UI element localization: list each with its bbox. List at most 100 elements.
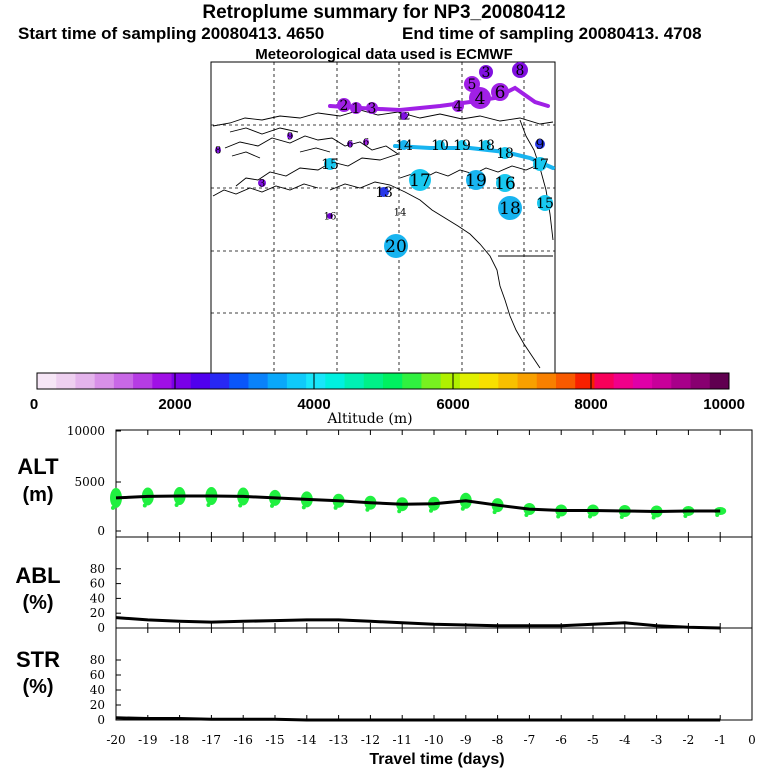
panel-label: ALT xyxy=(17,454,59,479)
colorbar-cell xyxy=(440,373,461,389)
colorbar-cell xyxy=(286,373,307,389)
x-tick-label: -4 xyxy=(619,733,631,747)
panel-frame xyxy=(115,536,753,629)
y-tick-label: 0 xyxy=(97,621,105,635)
plume-circle xyxy=(469,87,491,109)
panel-frame xyxy=(115,429,753,538)
x-tick-label: -7 xyxy=(524,733,536,747)
plume-label: 16 xyxy=(324,212,337,223)
colorbar-cell xyxy=(479,373,499,389)
colorbar-cell xyxy=(671,373,692,389)
plume-label: 10 xyxy=(431,138,449,154)
coastline-alaska xyxy=(224,135,400,187)
alt-spread-dot xyxy=(206,502,211,507)
colorbar-cell xyxy=(171,373,192,389)
x-axis-label: Travel time (days) xyxy=(369,751,504,768)
alt-spread-dot xyxy=(301,505,306,510)
y-tick-label: 40 xyxy=(90,683,105,697)
colorbar-cell xyxy=(94,373,115,389)
colorbar-cell xyxy=(421,373,442,389)
plume-circle xyxy=(384,234,408,258)
alt-spread-dot xyxy=(270,503,274,508)
x-tick-label: -2 xyxy=(683,733,695,747)
panel-frame xyxy=(115,627,753,721)
plume-label: 1 xyxy=(352,101,361,117)
plume-circle xyxy=(337,98,351,112)
colorbar-cell xyxy=(632,373,653,389)
x-tick-label: -10 xyxy=(424,733,443,747)
x-tick-label: -6 xyxy=(555,733,567,747)
colorbar-tick-label: 10000 xyxy=(703,396,745,413)
plume-label: 9 xyxy=(287,132,293,143)
alt-spread-dot xyxy=(588,514,592,519)
plume-label: 18 xyxy=(496,146,514,162)
colorbar-cell xyxy=(190,373,211,389)
colorbar-cell xyxy=(248,373,269,389)
plume-circle xyxy=(533,157,547,171)
x-tick-label: -13 xyxy=(329,733,348,747)
colorbar-ticks: 0 2000 4000 6000 8000 10000 xyxy=(30,396,745,413)
plume-label: 19 xyxy=(453,138,471,154)
colorbar-cell xyxy=(210,373,230,389)
plume-circles xyxy=(215,62,553,258)
plume-label: 3 xyxy=(368,101,377,117)
x-tick-label: -8 xyxy=(492,733,504,747)
x-tick-label: -16 xyxy=(234,733,253,747)
met-data-label: Meteorological data used is ECMWF xyxy=(255,46,513,63)
colorbar-frame xyxy=(36,372,730,390)
colorbar-cell xyxy=(229,373,249,389)
plume-circle xyxy=(481,140,491,150)
colorbar: 0 2000 4000 6000 8000 10000 Altitude (m) xyxy=(30,372,745,427)
series-line-str xyxy=(115,716,721,722)
plume-circle xyxy=(457,140,467,150)
alt-spread-dot xyxy=(111,505,115,510)
plume-label: 14 xyxy=(394,208,407,219)
colorbar-tick-label: 4000 xyxy=(297,396,330,413)
plume-circle xyxy=(409,169,431,191)
plume-circle xyxy=(452,100,464,112)
x-tick-label: -17 xyxy=(202,733,221,747)
plume-circle xyxy=(466,170,486,190)
colorbar-title: Altitude (m) xyxy=(326,411,412,427)
map-grid xyxy=(211,62,555,373)
alt-spread-dot xyxy=(715,512,720,517)
colorbar-cell xyxy=(133,373,153,389)
plume-circle xyxy=(535,139,545,149)
y-tick-label: 60 xyxy=(90,668,105,682)
alt-spread-dot xyxy=(174,502,179,507)
x-tick-label: -19 xyxy=(138,733,157,747)
y-tick-label: 40 xyxy=(90,591,105,605)
plume-label: 15 xyxy=(536,196,554,212)
alt-spread-dot xyxy=(492,510,497,515)
colorbar-cell xyxy=(498,373,519,389)
trajectory-cyan xyxy=(393,144,555,170)
plume-label: 4 xyxy=(475,89,486,109)
alt-spread-dot xyxy=(460,506,465,511)
colorbar-cell xyxy=(575,373,595,389)
colorbar-cell xyxy=(152,373,173,389)
x-tick-label: -20 xyxy=(106,733,125,747)
plume-circle xyxy=(499,147,511,159)
plume-circle xyxy=(464,76,480,92)
plume-label: 12 xyxy=(398,112,411,123)
y-tick-label: 10000 xyxy=(67,424,105,438)
start-time-label: Start time of sampling 20080413. 4650 xyxy=(18,24,325,43)
x-tick-label: -15 xyxy=(265,733,284,747)
x-tick-label: -18 xyxy=(170,733,189,747)
colorbar-cell xyxy=(267,373,288,389)
colorbar-cell xyxy=(325,373,346,389)
alt-spread-dot xyxy=(333,505,338,510)
plume-circle xyxy=(258,179,266,187)
plume-label: 9 xyxy=(536,137,545,153)
plume-circle xyxy=(498,196,522,220)
plume-label: 18 xyxy=(477,138,495,154)
plume-label: 5 xyxy=(468,77,477,93)
colorbar-cells xyxy=(37,373,730,389)
y-tick-label: 60 xyxy=(90,577,105,591)
plume-label: 3 xyxy=(482,65,491,81)
panel-label: STR xyxy=(16,647,60,672)
x-tick-label: -14 xyxy=(297,733,317,747)
plume-circle xyxy=(399,140,409,150)
